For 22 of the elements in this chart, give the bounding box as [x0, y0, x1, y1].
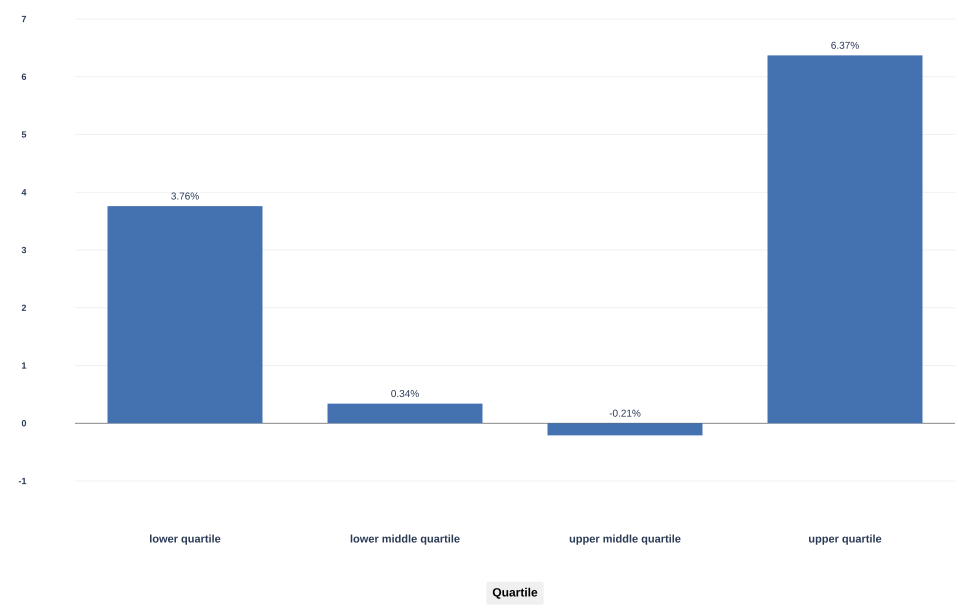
y-tick-label: 2 [22, 304, 26, 311]
y-tick-label: 4 [22, 189, 26, 196]
y-tick-label: 5 [22, 131, 26, 138]
y-tick-label: 3 [22, 246, 26, 254]
data-label: 0.34% [391, 390, 419, 398]
data-label: 3.76% [171, 192, 199, 200]
y-tick-label: 0 [22, 420, 26, 426]
y-tick-label: 6 [22, 74, 26, 80]
data-label: 6.37% [831, 42, 859, 49]
bar [768, 55, 923, 424]
bar [108, 206, 263, 424]
x-tick-label: upper quartile [809, 534, 882, 545]
x-tick-label: lower middle quartile [350, 534, 460, 545]
bar [328, 404, 483, 424]
x-tick-label: lower quartile [150, 534, 220, 545]
y-tick-label: 7 [22, 16, 26, 22]
bar [548, 423, 703, 436]
y-tick-label: 1 [22, 362, 26, 369]
data-label: -0.21% [610, 410, 640, 417]
y-tick-label: -1 [18, 478, 26, 484]
x-axis-title: Quartile [492, 588, 538, 599]
x-tick-label: upper middle quartile [570, 534, 681, 545]
